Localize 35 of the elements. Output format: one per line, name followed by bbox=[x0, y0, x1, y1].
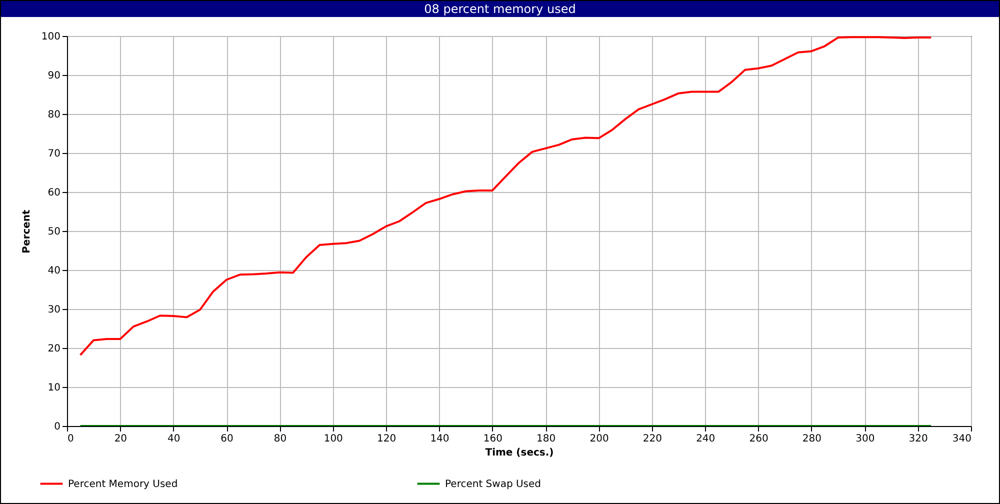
x-tick-label: 0 bbox=[68, 434, 74, 444]
y-tick-label: 70 bbox=[48, 148, 60, 160]
x-axis-title: Time (secs.) bbox=[485, 448, 554, 458]
x-tick-label: 340 bbox=[952, 434, 972, 444]
legend-label: Percent Swap Used bbox=[445, 478, 542, 490]
y-tick-label: 30 bbox=[48, 304, 60, 316]
x-tick-label: 300 bbox=[856, 434, 875, 444]
x-tick-label: 40 bbox=[167, 434, 180, 444]
x-tick-label: 140 bbox=[430, 434, 450, 444]
x-tick-label: 320 bbox=[908, 434, 928, 444]
x-tick-label: 280 bbox=[802, 434, 822, 444]
y-axis-title: Percent bbox=[21, 209, 32, 254]
x-tick-label: 240 bbox=[696, 434, 716, 444]
x-tick-label: 160 bbox=[483, 434, 502, 444]
y-tick-label: 100 bbox=[41, 32, 60, 42]
y-tick-label: 90 bbox=[48, 70, 60, 82]
line-series bbox=[79, 36, 932, 356]
y-tick-label: 20 bbox=[48, 344, 60, 354]
x-tick-label: 100 bbox=[324, 434, 343, 444]
x-tick-label: 200 bbox=[590, 434, 609, 444]
chart-title: 08 percent memory used bbox=[1, 1, 999, 17]
y-tick-label: 60 bbox=[48, 188, 60, 198]
x-tick-label: 60 bbox=[220, 434, 234, 444]
x-tick-label: 80 bbox=[274, 434, 287, 444]
x-tick-label: 180 bbox=[536, 434, 556, 444]
x-tick-label: 220 bbox=[642, 434, 662, 444]
x-tick-label: 120 bbox=[377, 434, 396, 444]
x-tick-label: 20 bbox=[114, 434, 128, 444]
y-tick-label: 80 bbox=[48, 110, 60, 120]
y-tick-label: 50 bbox=[48, 226, 60, 238]
y-tick-label: 10 bbox=[48, 382, 60, 394]
y-tick-label: 0 bbox=[54, 422, 60, 432]
x-tick-label: 260 bbox=[749, 434, 768, 444]
legend-label: Percent Memory Used bbox=[68, 478, 178, 490]
y-tick-label: 40 bbox=[48, 266, 60, 276]
